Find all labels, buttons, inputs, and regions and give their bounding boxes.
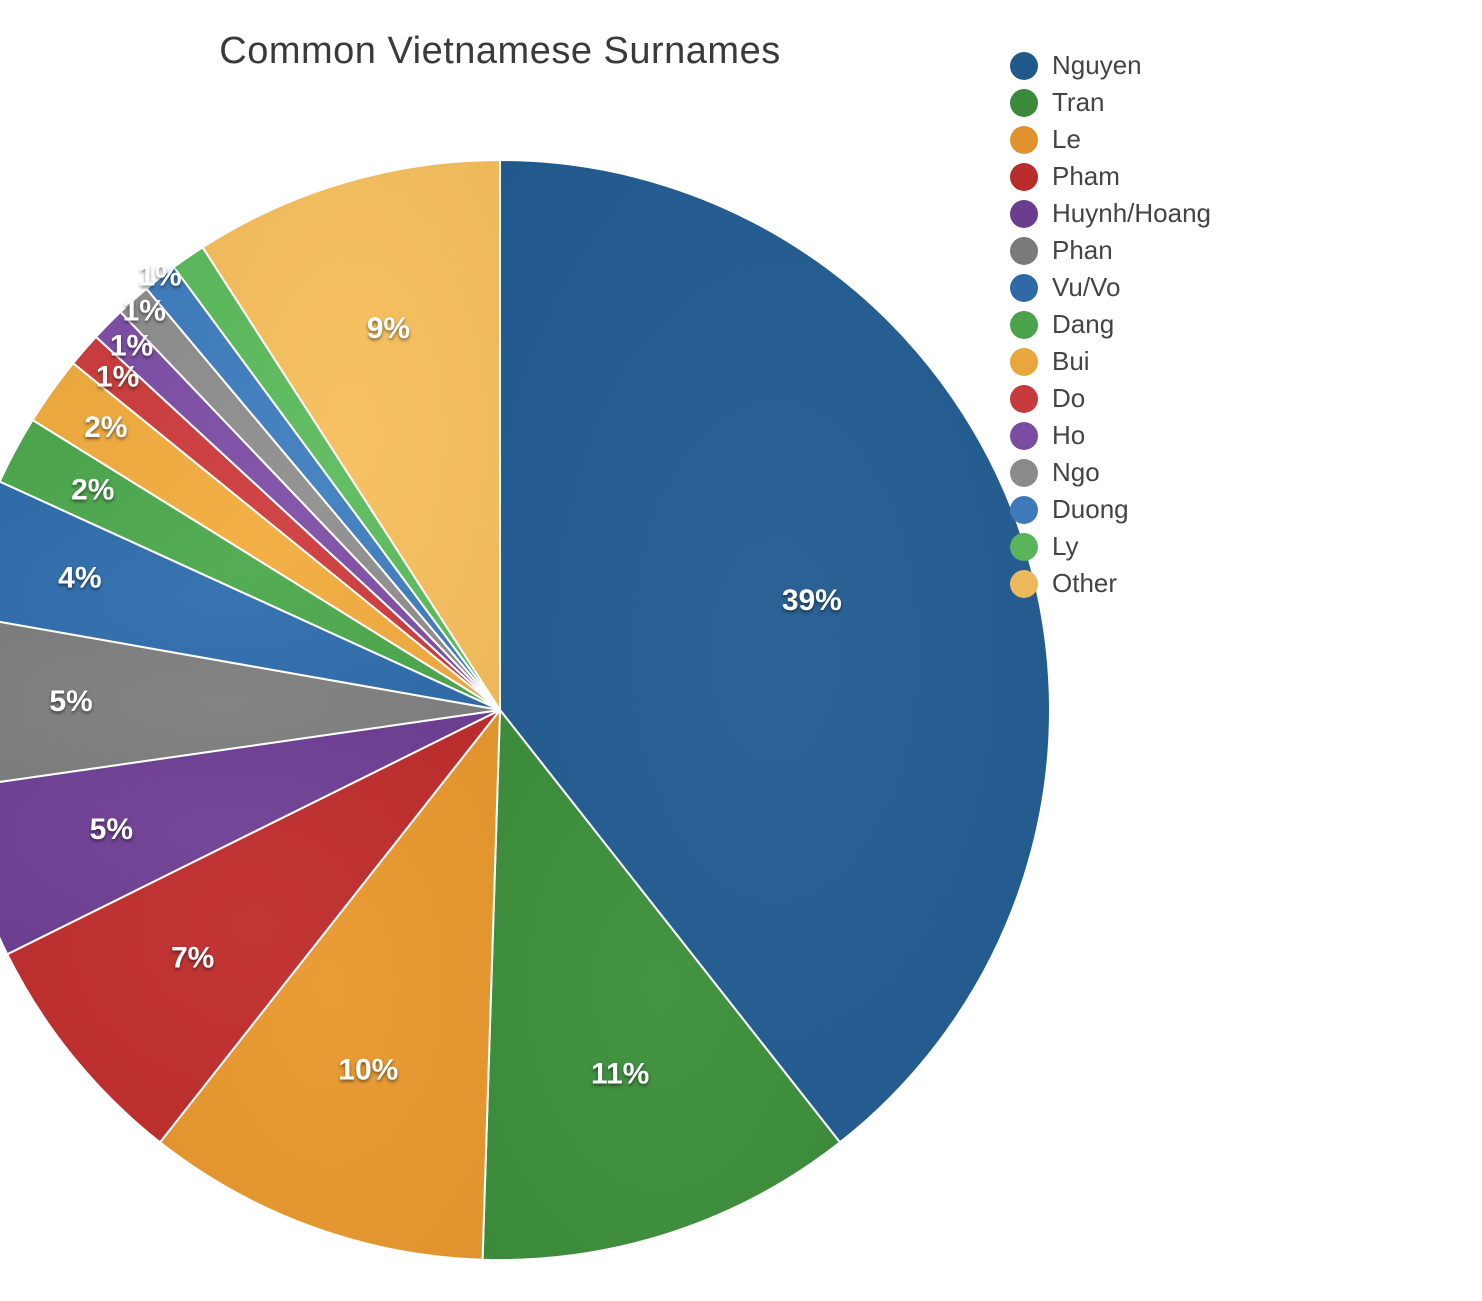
slice-label-dang: 2% [71, 474, 114, 507]
slice-label-le: 10% [338, 1054, 398, 1087]
legend-item-tran: Tran [1010, 87, 1211, 118]
legend-label: Nguyen [1052, 50, 1142, 81]
legend-swatch [1010, 274, 1038, 302]
legend-swatch [1010, 459, 1038, 487]
legend-item-vu-vo: Vu/Vo [1010, 272, 1211, 303]
legend-item-duong: Duong [1010, 494, 1211, 525]
legend-label: Huynh/Hoang [1052, 198, 1211, 229]
legend-item-bui: Bui [1010, 346, 1211, 377]
legend-swatch [1010, 422, 1038, 450]
legend-label: Vu/Vo [1052, 272, 1120, 303]
legend-swatch [1010, 533, 1038, 561]
pie-svg: 39%11%10%7%5%5%4%2%2%1%1%1%1%9% [0, 0, 1482, 1296]
legend-label: Ho [1052, 420, 1085, 451]
legend-swatch [1010, 163, 1038, 191]
slice-label-bui: 2% [84, 411, 127, 444]
legend-swatch [1010, 200, 1038, 228]
legend-swatch [1010, 385, 1038, 413]
legend-item-le: Le [1010, 124, 1211, 155]
slice-label-do: 1% [96, 361, 139, 394]
legend-swatch [1010, 126, 1038, 154]
legend-item-dang: Dang [1010, 309, 1211, 340]
legend-label: Bui [1052, 346, 1090, 377]
legend-label: Phan [1052, 235, 1113, 266]
slice-label-duong: 1% [138, 260, 181, 293]
legend-item-ho: Ho [1010, 420, 1211, 451]
legend-item-other: Other [1010, 568, 1211, 599]
legend-swatch [1010, 348, 1038, 376]
legend-label: Ly [1052, 531, 1079, 562]
legend-swatch [1010, 52, 1038, 80]
legend-item-ly: Ly [1010, 531, 1211, 562]
slice-label-ho: 1% [110, 329, 153, 362]
slice-label-phan: 5% [49, 685, 92, 718]
legend-item-ngo: Ngo [1010, 457, 1211, 488]
slice-label-vu-vo: 4% [58, 561, 101, 594]
slice-label-other: 9% [367, 312, 410, 345]
legend-swatch [1010, 237, 1038, 265]
slice-label-tran: 11% [591, 1058, 649, 1091]
legend-item-do: Do [1010, 383, 1211, 414]
legend-label: Pham [1052, 161, 1120, 192]
pie-chart: 39%11%10%7%5%5%4%2%2%1%1%1%1%9% [0, 0, 1482, 1301]
legend-item-pham: Pham [1010, 161, 1211, 192]
slice-label-nguyen: 39% [782, 584, 842, 617]
legend-label: Do [1052, 383, 1085, 414]
chart-container: Common Vietnamese Surnames 39%11%10%7%5%… [0, 0, 1482, 1296]
legend-label: Tran [1052, 87, 1105, 118]
slice-label-ngo: 1% [123, 294, 166, 327]
legend: Nguyen Tran Le Pham Huynh/Hoang Phan Vu/Vo Dang… [1010, 50, 1211, 605]
legend-label: Dang [1052, 309, 1114, 340]
legend-item-phan: Phan [1010, 235, 1211, 266]
legend-swatch [1010, 311, 1038, 339]
legend-label: Ngo [1052, 457, 1100, 488]
slice-label-huynh-hoang: 5% [90, 813, 133, 846]
legend-label: Other [1052, 568, 1117, 599]
legend-label: Duong [1052, 494, 1129, 525]
legend-swatch [1010, 570, 1038, 598]
legend-item-nguyen: Nguyen [1010, 50, 1211, 81]
legend-item-huynh-hoang: Huynh/Hoang [1010, 198, 1211, 229]
slice-label-pham: 7% [171, 942, 214, 975]
legend-swatch [1010, 496, 1038, 524]
legend-label: Le [1052, 124, 1081, 155]
legend-swatch [1010, 89, 1038, 117]
